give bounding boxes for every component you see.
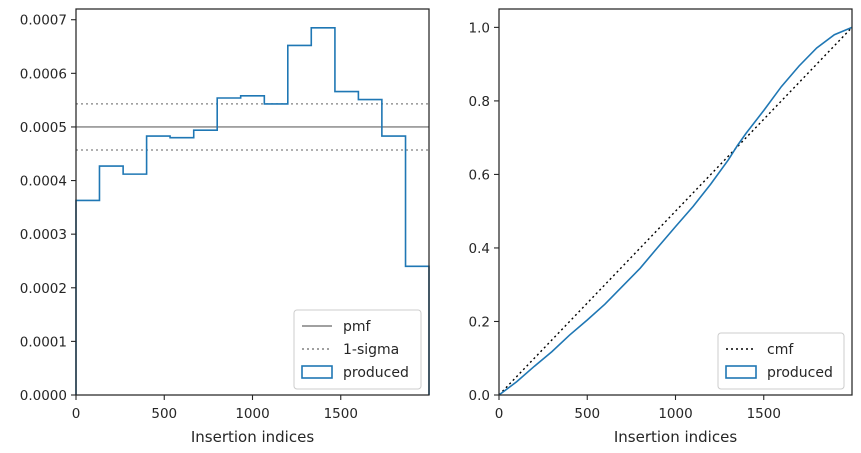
y-tick-label: 0.8 bbox=[469, 94, 490, 110]
y-tick-label: 0.0004 bbox=[20, 174, 67, 190]
legend-label: produced bbox=[343, 365, 409, 381]
histogram-axes-frame bbox=[75, 8, 430, 396]
y-tick-label: 0.0002 bbox=[20, 281, 67, 297]
x-tick-label: 0 bbox=[495, 406, 504, 422]
histogram-marks bbox=[75, 26, 430, 395]
x-tick-label: 1500 bbox=[747, 406, 781, 422]
y-tick-label: 1.0 bbox=[469, 20, 490, 36]
y-tick-label: 0.0000 bbox=[20, 388, 67, 404]
y-tick-label: 0.6 bbox=[469, 167, 490, 183]
histogram-legend: pmf 1-sigma produced bbox=[293, 309, 422, 390]
x-tick-label: 1000 bbox=[658, 406, 692, 422]
y-tick-label: 0.0005 bbox=[20, 120, 67, 136]
legend-box bbox=[717, 332, 845, 390]
cumulative-legend: cmf produced bbox=[717, 332, 845, 390]
legend-swatch bbox=[301, 365, 333, 379]
cumulative-panel: 0 500 1000 1500 0.0 0.2 0.4 0.6 0.8 1.0 Insertion… bbox=[469, 8, 853, 446]
x-tick-label: 500 bbox=[151, 406, 177, 422]
x-tick-label: 1000 bbox=[235, 406, 269, 422]
x-tick-label: 0 bbox=[72, 406, 81, 422]
legend-label: 1-sigma bbox=[343, 342, 399, 358]
y-tick-label: 0.0003 bbox=[20, 227, 67, 243]
x-tick-label: 1500 bbox=[324, 406, 358, 422]
y-tick-label: 0.0006 bbox=[20, 66, 67, 82]
y-tick-label: 0.2 bbox=[469, 314, 490, 330]
histogram-ticks: 0 500 1000 1500 0.0000 0.0001 0.0002 0.0003 0.00… bbox=[20, 13, 358, 422]
legend-label: pmf bbox=[343, 319, 372, 335]
y-tick-label: 0.0007 bbox=[20, 13, 67, 29]
legend-label: cmf bbox=[767, 342, 794, 358]
produced-series bbox=[75, 26, 430, 395]
histogram-x-axis-label: Insertion indices bbox=[191, 428, 314, 446]
legend-swatch bbox=[725, 365, 757, 379]
y-tick-label: 0.0001 bbox=[20, 334, 67, 350]
y-tick-label: 0.4 bbox=[469, 241, 490, 257]
y-tick-label: 0.0 bbox=[469, 388, 490, 404]
cumulative-ticks: 0 500 1000 1500 0.0 0.2 0.4 0.6 0.8 1.0 bbox=[469, 20, 781, 422]
cumulative-axes-frame bbox=[498, 8, 853, 396]
legend-label: produced bbox=[767, 365, 833, 381]
cumulative-x-axis-label: Insertion indices bbox=[614, 428, 737, 446]
produced-series bbox=[498, 26, 853, 396]
legend-box bbox=[293, 309, 422, 390]
x-tick-label: 500 bbox=[574, 406, 600, 422]
cumulative-marks bbox=[498, 26, 853, 396]
histogram-panel: 0 500 1000 1500 0.0000 0.0001 0.0002 0.0003 0.00… bbox=[20, 8, 430, 446]
